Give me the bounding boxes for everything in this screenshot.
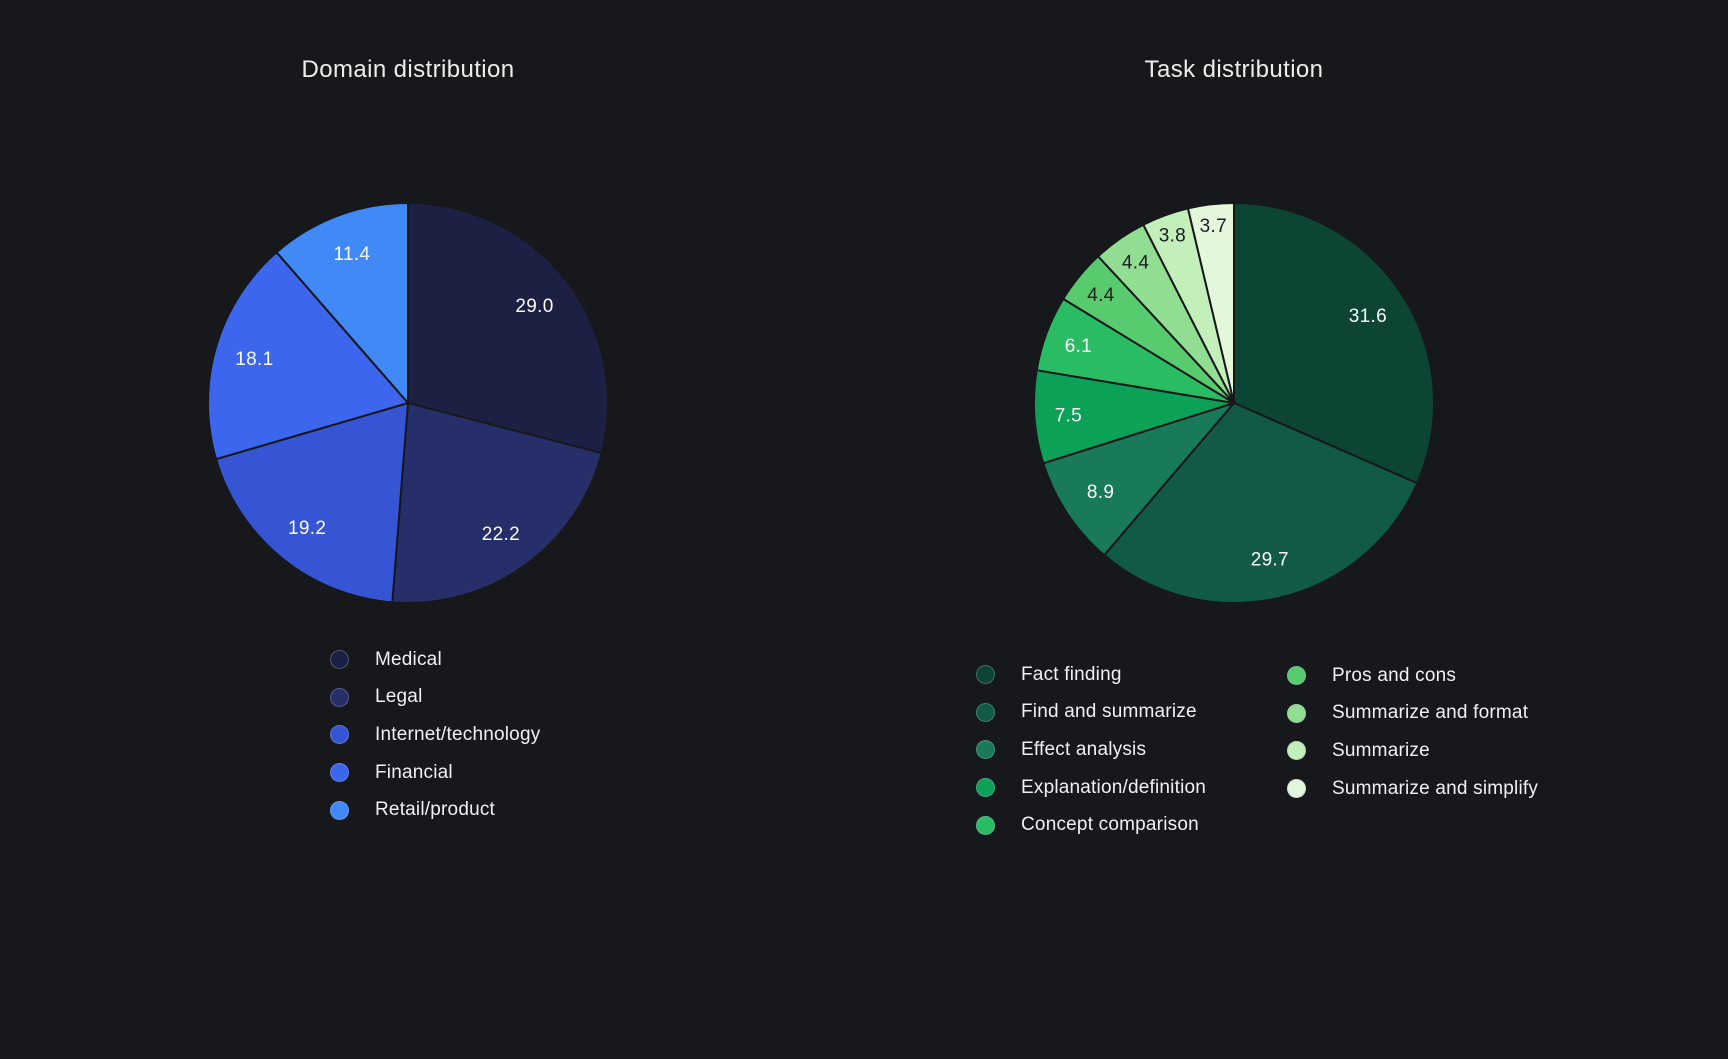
slice-value-label: 18.1 (235, 349, 273, 370)
slice-value-label: 4.4 (1087, 285, 1114, 306)
legend-swatch (976, 778, 995, 798)
slice-value-label: 11.4 (334, 244, 371, 265)
task-legend-column-1: Fact finding Find and summarize Effect ana… (976, 663, 1207, 853)
legend-item: Concept comparison (976, 814, 1206, 836)
legend-item: Explanation/definition (976, 776, 1207, 798)
legend-item: Effect analysis (976, 738, 1206, 760)
legend-item: Summarize (1287, 739, 1538, 761)
legend-label: Summarize and simplify (1332, 777, 1539, 799)
domain-chart-title: Domain distribution (301, 56, 515, 83)
legend-label: Financial (375, 761, 453, 783)
slice-value-label: 29.0 (515, 296, 553, 317)
legend-label: Internet/technology (375, 723, 541, 745)
pie-slice (1233, 201, 1436, 485)
legend-swatch (330, 725, 349, 745)
legend-swatch (330, 763, 349, 783)
legend-label: Find and summarize (1021, 701, 1197, 723)
legend-swatch (976, 815, 995, 835)
pie-slice (275, 201, 409, 406)
pie-slice (1186, 201, 1235, 404)
pie-slice (1042, 400, 1238, 557)
legend-label: Summarize (1332, 739, 1430, 761)
legend-item: Summarize and format (1287, 702, 1538, 724)
legend-item: Summarize and simplify (1287, 777, 1539, 799)
legend-label: Pros and cons (1332, 664, 1457, 686)
legend-item: Pros and cons (1287, 664, 1538, 686)
task-legend-column-2: Pros and cons Summarize and format Summari… (1287, 664, 1539, 817)
legend-swatch (330, 687, 349, 707)
legend-label: Medical (375, 648, 442, 670)
legend-swatch (976, 740, 995, 760)
legend-item: Medical (330, 648, 540, 670)
legend-swatch (1287, 703, 1306, 723)
legend-swatch (976, 665, 995, 684)
legend-swatch (1287, 666, 1306, 685)
legend-swatch (330, 800, 349, 820)
task-pie-chart: 31.6 29.7 8.9 7.5 6.1 4.4 4.4 3.8 3.7 (1033, 201, 1436, 604)
legend-swatch (976, 702, 995, 722)
legend-item: Legal (330, 686, 540, 708)
legend-swatch (330, 650, 349, 669)
legend-label: Summarize and format (1332, 702, 1529, 724)
slice-value-label: 8.9 (1087, 482, 1114, 503)
task-chart-title: Task distribution (1144, 56, 1324, 83)
domain-legend: Medical Legal Internet/technology Financial… (330, 648, 541, 838)
pie-slice (214, 401, 410, 604)
legend-label: Concept comparison (1021, 814, 1199, 836)
slice-value-label: 22.2 (482, 524, 520, 545)
legend-label: Explanation/definition (1021, 776, 1207, 798)
slice-value-label: 3.8 (1159, 226, 1186, 247)
slice-value-label: 29.7 (1251, 550, 1289, 571)
slice-value-label: 4.4 (1122, 253, 1149, 274)
legend-label: Effect analysis (1021, 738, 1147, 760)
legend-item: Find and summarize (976, 701, 1206, 723)
legend-item: Fact finding (976, 663, 1206, 685)
slice-value-label: 7.5 (1055, 405, 1082, 426)
legend-label: Fact finding (1021, 663, 1122, 685)
pie-slice (207, 250, 410, 461)
slice-value-label: 19.2 (288, 518, 326, 539)
slice-value-label: 3.7 (1200, 216, 1227, 237)
slice-value-label: 6.1 (1065, 336, 1092, 357)
legend-label: Legal (375, 686, 423, 708)
pie-slice (407, 201, 609, 455)
domain-pie-chart: 29.0 22.2 19.2 18.1 11.4 (207, 201, 609, 604)
legend-label: Retail/product (375, 799, 496, 821)
pie-slice (1102, 401, 1419, 604)
slice-value-label: 31.6 (1349, 306, 1387, 327)
legend-swatch (1287, 779, 1306, 799)
legend-item: Internet/technology (330, 723, 541, 745)
legend-item: Retail/product (330, 799, 540, 821)
legend-swatch (1287, 741, 1306, 761)
pie-slice (391, 401, 603, 604)
legend-item: Financial (330, 761, 540, 783)
